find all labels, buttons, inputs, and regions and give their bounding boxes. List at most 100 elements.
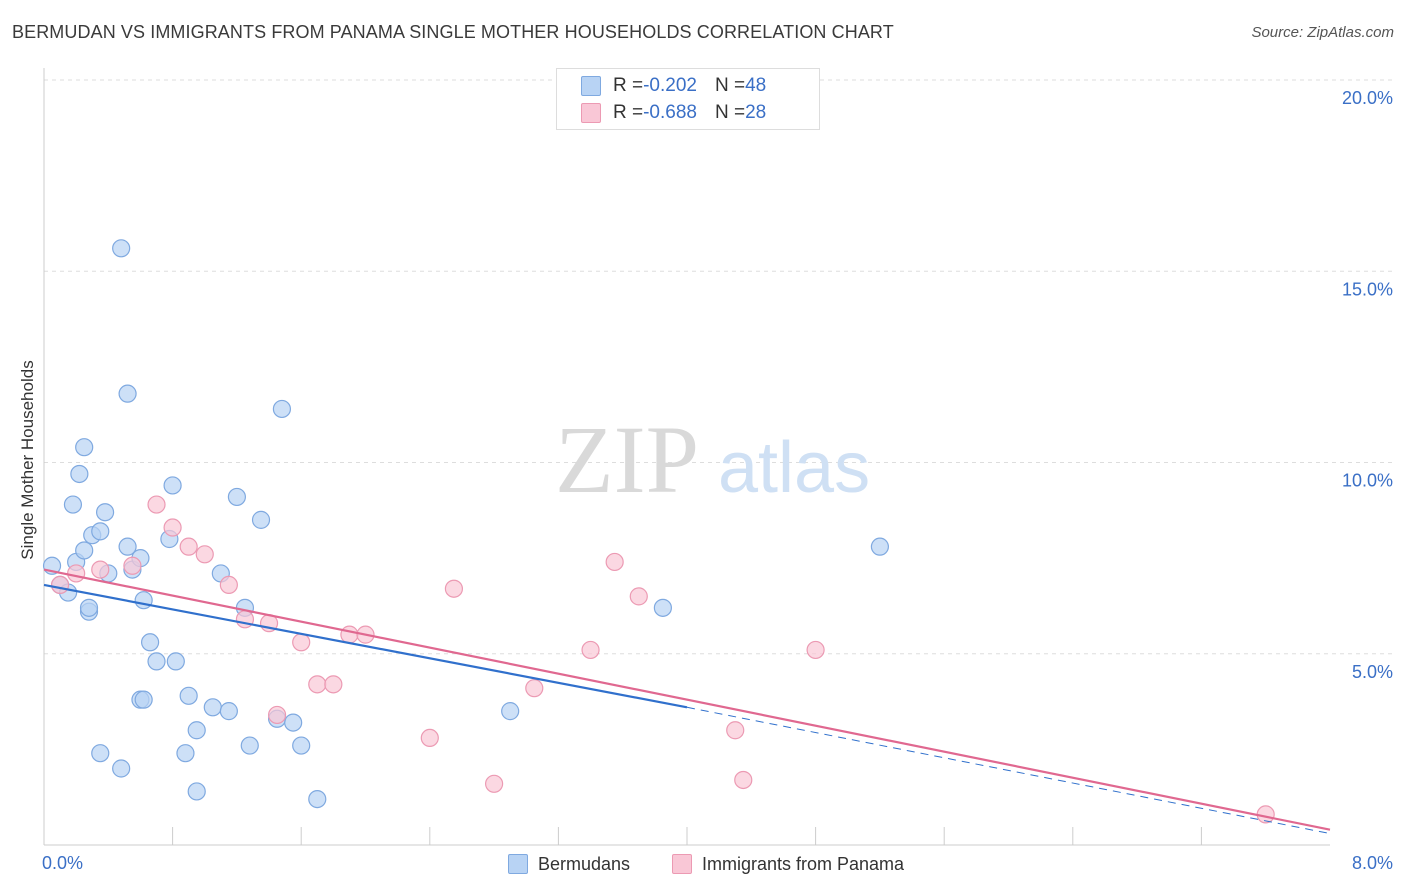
trendline-bermudans (43, 583, 688, 709)
point-panama (340, 625, 359, 644)
point-bermudans (163, 476, 182, 495)
r-value: -0.688 (643, 102, 697, 123)
point-bermudans (187, 721, 206, 740)
point-bermudans (227, 487, 246, 507)
point-bermudans (292, 736, 311, 755)
legend-item-bermudans[interactable]: Bermudans (508, 850, 630, 878)
point-bermudans (251, 510, 271, 529)
point-panama (420, 728, 439, 748)
grid-layer (44, 79, 1392, 655)
point-panama (267, 705, 287, 725)
point-bermudans (75, 541, 94, 560)
point-panama (91, 560, 110, 579)
point-panama (444, 579, 464, 598)
point-panama (179, 537, 198, 556)
watermark: ZIP atlas (555, 406, 870, 513)
series-legend: Bermudans Immigrants from Panama (0, 850, 1406, 878)
point-bermudans (187, 782, 206, 801)
r-value: -0.202 (643, 75, 697, 96)
point-bermudans (134, 591, 153, 610)
point-panama (67, 564, 86, 583)
watermark-atlas: atlas (718, 428, 870, 508)
x-tick-label: 8.0% (1352, 853, 1393, 873)
point-bermudans (112, 759, 131, 778)
point-bermudans (79, 598, 99, 617)
point-bermudans (112, 239, 131, 258)
tick-labels: 5.0% 10.0% 15.0% 20.0% 0.0% 8.0% (42, 88, 1393, 873)
point-bermudans (134, 690, 153, 709)
point-bermudans (179, 686, 198, 705)
chart-title: BERMUDAN VS IMMIGRANTS FROM PANAMA SINGL… (12, 22, 894, 42)
point-bermudans (284, 713, 303, 732)
point-panama (195, 545, 214, 564)
point-bermudans (308, 789, 327, 809)
point-bermudans (272, 399, 292, 419)
trend-layer (43, 568, 1331, 835)
point-bermudans (147, 652, 166, 671)
y-tick-label: 5.0% (1352, 662, 1393, 682)
stats-legend-row-2: R = -0.688 N = 28 (581, 101, 766, 125)
point-bermudans (219, 702, 238, 721)
watermark-zip: ZIP (555, 406, 699, 513)
legend-swatch-bermudans (581, 76, 601, 96)
legend-swatch-bermudans (508, 854, 528, 874)
point-bermudans (91, 522, 110, 541)
legend-swatch-panama (672, 854, 692, 874)
point-bermudans (176, 744, 195, 763)
point-panama (308, 675, 327, 694)
source-label: Source: ZipAtlas.com (1251, 24, 1394, 41)
n-label: N = (714, 75, 746, 96)
point-bermudans (118, 537, 137, 556)
n-value: 28 (745, 102, 767, 123)
legend-item-panama[interactable]: Immigrants from Panama (672, 850, 904, 878)
point-panama (123, 556, 142, 575)
points-layer (42, 239, 1275, 824)
point-bermudans (501, 702, 520, 721)
n-label: N = (714, 102, 746, 123)
trendline-bermudans-extension (686, 706, 1331, 835)
axis-layer (43, 68, 1330, 846)
point-bermudans (70, 464, 89, 484)
point-panama (734, 770, 753, 790)
y-tick-label: 20.0% (1342, 88, 1393, 108)
point-bermudans (140, 633, 160, 652)
point-panama (726, 721, 745, 740)
point-panama (485, 774, 504, 793)
point-bermudans (91, 744, 110, 763)
point-panama (219, 575, 238, 595)
point-panama (163, 518, 182, 537)
trendline-panama (43, 568, 1331, 831)
legend-swatch-panama (581, 103, 601, 123)
point-bermudans (118, 384, 137, 403)
point-panama (629, 587, 648, 606)
r-label: R = (613, 102, 644, 123)
legend-label-panama: Immigrants from Panama (702, 853, 905, 874)
point-panama (50, 575, 70, 595)
y-axis-label-wrap: Single Mother Households (16, 340, 40, 580)
point-panama (324, 675, 343, 694)
point-panama (806, 640, 825, 660)
point-panama (581, 640, 600, 660)
legend-label-bermudans: Bermudans (538, 853, 631, 874)
point-bermudans (63, 495, 83, 514)
point-panama (605, 552, 624, 572)
n-value: 48 (745, 75, 767, 96)
stats-legend: R = -0.202 N = 48 R = -0.688 N = 28 (556, 68, 820, 130)
y-axis-label: Single Mother Households (18, 360, 37, 560)
point-panama (525, 679, 544, 698)
point-bermudans (95, 503, 115, 522)
point-bermudans (75, 438, 94, 457)
x-tick-label: 0.0% (42, 853, 83, 873)
r-label: R = (613, 75, 644, 96)
point-bermudans (240, 736, 259, 755)
point-panama (292, 633, 311, 652)
stats-legend-row-1: R = -0.202 N = 48 (581, 74, 766, 98)
point-bermudans (870, 537, 890, 556)
point-panama (147, 495, 166, 514)
point-bermudans (203, 698, 222, 717)
point-bermudans (166, 652, 185, 671)
point-bermudans (653, 598, 672, 617)
y-tick-label: 15.0% (1342, 279, 1393, 299)
y-tick-label: 10.0% (1342, 471, 1393, 491)
